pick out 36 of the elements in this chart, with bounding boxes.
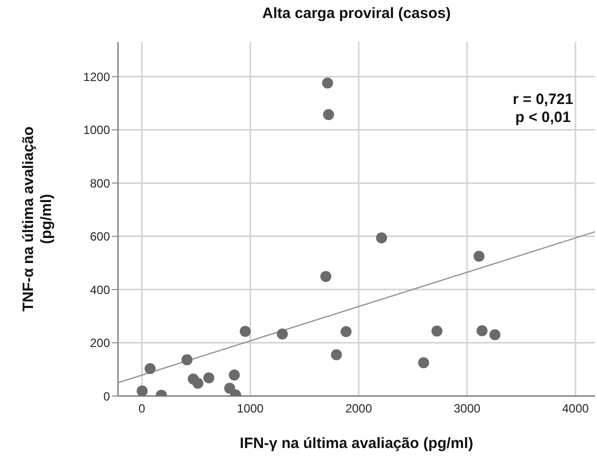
point [144, 363, 156, 374]
y-axis-title: TNF-α na última avaliação (pg/ml) [20, 126, 55, 312]
x-tick-label: 0 [138, 402, 146, 416]
point [240, 326, 251, 337]
y-tick-label: 800 [90, 176, 110, 190]
point [376, 232, 388, 244]
point [330, 349, 342, 360]
point [476, 325, 488, 336]
point [474, 250, 484, 262]
annotation: p < 0,01 [515, 109, 571, 126]
point [181, 354, 192, 366]
point [418, 357, 430, 368]
y-tick-label: 200 [90, 336, 110, 350]
point [431, 326, 442, 337]
point [228, 369, 240, 380]
point [276, 328, 288, 340]
point [136, 385, 148, 396]
y-tick-label: 600 [90, 230, 110, 244]
point [192, 378, 204, 389]
x-tick-label: 3000 [454, 402, 481, 416]
x-axis-title: IFN-γ na última avaliação (pg/ml) [240, 435, 474, 452]
y-tick-label: 400 [90, 282, 110, 297]
y-tick-label: 1200 [83, 70, 110, 84]
x-tick-label: 4000 [562, 402, 590, 416]
point [322, 77, 334, 88]
point [323, 109, 334, 120]
point [489, 329, 500, 340]
chart-title: Alta carga proviral (casos) [262, 5, 451, 22]
y-tick-label: 0 [103, 389, 110, 404]
y-tick-label: 1000 [83, 123, 110, 138]
x-tick-label: 1000 [236, 402, 264, 416]
point [320, 270, 332, 282]
point [340, 326, 352, 338]
annotation: r = 0,721 [512, 91, 574, 108]
x-tick-label: 2000 [345, 402, 372, 416]
point [203, 372, 214, 384]
